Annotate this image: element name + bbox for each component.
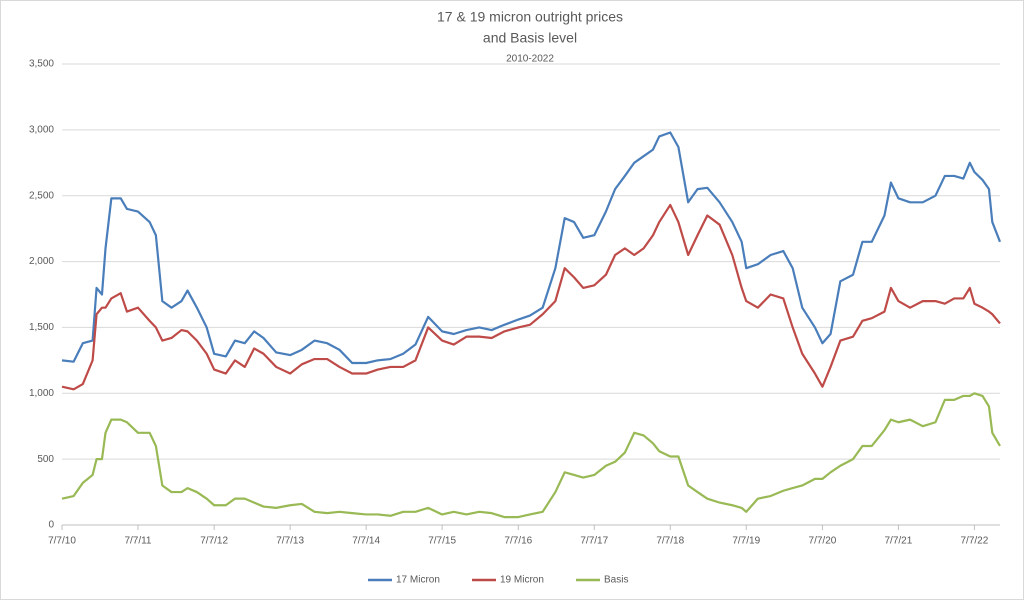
- legend-label: Basis: [604, 575, 628, 586]
- y-tick-label: 2,500: [29, 190, 54, 201]
- y-tick-label: 3,000: [29, 124, 54, 135]
- y-tick-label: 3,500: [29, 59, 54, 70]
- legend-label: 19 Micron: [500, 575, 544, 586]
- x-tick-label: 7/7/17: [580, 536, 608, 547]
- y-tick-label: 1,000: [29, 388, 54, 399]
- y-tick-label: 1,500: [29, 322, 54, 333]
- x-tick-label: 7/7/18: [656, 536, 684, 547]
- x-tick-label: 7/7/21: [885, 536, 913, 547]
- x-tick-label: 7/7/12: [200, 536, 228, 547]
- x-tick-label: 7/7/22: [960, 536, 988, 547]
- series-line: [61, 392, 1001, 519]
- x-tick-label: 7/7/15: [428, 536, 456, 547]
- y-tick-label: 500: [37, 454, 54, 465]
- series-line: [61, 203, 1001, 391]
- chart-title: 17 & 19 micron outright prices: [437, 9, 623, 25]
- x-tick-label: 7/7/11: [124, 536, 151, 547]
- legend-label: 17 Micron: [396, 575, 440, 586]
- x-tick-label: 7/7/14: [352, 536, 380, 547]
- series-line: [61, 131, 1002, 365]
- chart-subtitle: 2010-2022: [506, 54, 554, 65]
- x-tick-label: 7/7/19: [732, 536, 760, 547]
- y-tick-label: 0: [48, 520, 54, 531]
- x-tick-label: 7/7/13: [276, 536, 304, 547]
- chart-title-line2: and Basis level: [483, 30, 577, 46]
- x-tick-label: 7/7/20: [809, 536, 837, 547]
- y-tick-label: 2,000: [29, 256, 54, 267]
- x-tick-label: 7/7/10: [48, 536, 76, 547]
- x-tick-label: 7/7/16: [504, 536, 532, 547]
